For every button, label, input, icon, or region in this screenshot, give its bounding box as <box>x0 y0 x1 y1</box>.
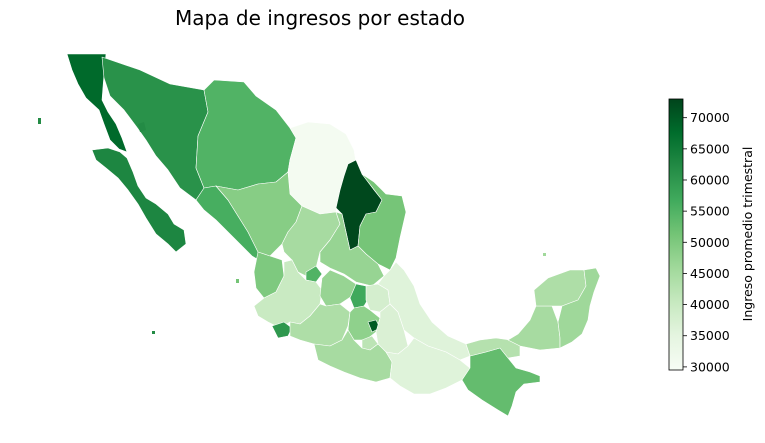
state-baja-california[interactable] <box>66 53 128 153</box>
island-clarion <box>152 331 155 334</box>
island-socorro <box>236 279 239 283</box>
colorbar-label: Ingreso promedio trimestral <box>740 147 755 322</box>
state-tabasco[interactable] <box>465 337 521 359</box>
state-chiapas[interactable] <box>461 347 541 417</box>
state-baja-california-sur[interactable] <box>91 147 187 253</box>
colorbar-tick-label: 60000 <box>690 172 730 187</box>
islands <box>38 118 546 334</box>
island-tiburon <box>138 122 146 132</box>
island-guadalupe <box>38 118 41 124</box>
colorbar-tick-label: 30000 <box>690 359 730 374</box>
colorbar-tick-label: 40000 <box>690 297 730 312</box>
colorbar-tick-label: 50000 <box>690 235 730 250</box>
colorbar: 30000 35000 40000 45000 50000 55000 60000 65000… <box>668 98 755 374</box>
island-cozumel-area <box>543 253 546 256</box>
state-aguascalientes[interactable] <box>305 265 323 283</box>
colorbar-tick-label: 45000 <box>690 266 730 281</box>
state-sonora[interactable] <box>101 56 209 201</box>
colorbar-tick-label: 70000 <box>690 110 730 125</box>
mexico-choropleth-map <box>38 53 601 417</box>
colorbar-tick-label: 55000 <box>690 204 730 219</box>
map-title: Mapa de ingresos por estado <box>175 6 465 30</box>
colorbar-tick-label: 35000 <box>690 328 730 343</box>
state-chihuahua[interactable] <box>195 79 297 191</box>
colorbar-gradient <box>668 98 684 371</box>
state-veracruz[interactable] <box>377 261 471 361</box>
colorbar-tick-label: 65000 <box>690 141 730 156</box>
state-campeche[interactable] <box>507 305 561 351</box>
state-quintana-roo[interactable] <box>557 267 601 349</box>
state-tamaulipas[interactable] <box>357 173 407 271</box>
